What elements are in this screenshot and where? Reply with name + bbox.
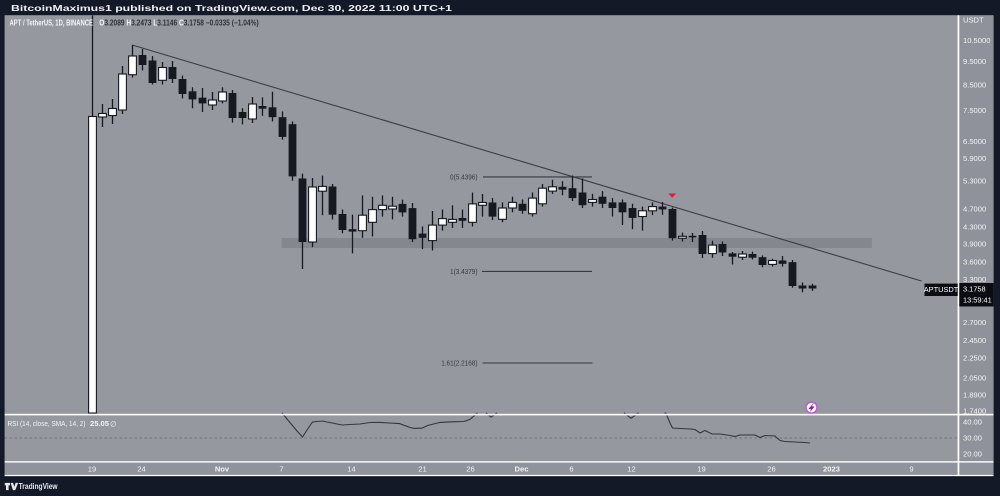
svg-text:3.3000: 3.3000	[963, 275, 986, 284]
svg-text:2.0500: 2.0500	[963, 373, 986, 382]
svg-text:10.5000: 10.5000	[963, 36, 990, 45]
svg-text:1(3.4379): 1(3.4379)	[450, 267, 478, 276]
svg-text:4.3000: 4.3000	[963, 222, 986, 231]
svg-text:19: 19	[697, 464, 705, 473]
svg-text:8.5000: 8.5000	[963, 80, 986, 89]
svg-text:30.00: 30.00	[963, 433, 982, 442]
svg-text:2.4500: 2.4500	[963, 336, 986, 345]
svg-text:0(5.4396): 0(5.4396)	[450, 172, 478, 181]
svg-text:26: 26	[466, 464, 474, 473]
svg-text:25.05: 25.05	[90, 419, 110, 428]
svg-text:7: 7	[279, 464, 283, 473]
svg-text:3.6000: 3.6000	[963, 258, 986, 267]
svg-text:1.61(2.2168): 1.61(2.2168)	[441, 359, 478, 368]
svg-text:20.00: 20.00	[963, 449, 982, 458]
svg-text:24: 24	[137, 464, 145, 473]
svg-text:O3.2089 H3.2473 L3.1146 C3.175: O3.2089 H3.2473 L3.1146 C3.1758 −0.0335 …	[99, 19, 259, 28]
svg-text:21: 21	[418, 464, 426, 473]
svg-text:RSI (14, close, SMA, 14, 2): RSI (14, close, SMA, 14, 2)	[8, 419, 86, 428]
svg-text:14: 14	[347, 464, 355, 473]
svg-text:APTUSDT: APTUSDT	[924, 285, 959, 294]
svg-text:5.9000: 5.9000	[963, 154, 986, 163]
svg-text:2.7000: 2.7000	[963, 318, 986, 327]
svg-text:6.5000: 6.5000	[963, 137, 986, 146]
svg-text:26: 26	[767, 464, 775, 473]
svg-text:19: 19	[88, 464, 96, 473]
svg-text:TradingView: TradingView	[19, 482, 59, 491]
svg-text:Nov: Nov	[215, 464, 230, 473]
svg-text:3.9000: 3.9000	[963, 240, 986, 249]
svg-text:∅: ∅	[110, 419, 117, 428]
svg-text:2.2500: 2.2500	[963, 354, 986, 363]
svg-text:13:59:41: 13:59:41	[963, 296, 992, 305]
svg-text:5.3000: 5.3000	[963, 176, 986, 185]
svg-text:4.7000: 4.7000	[963, 205, 986, 214]
svg-text:2023: 2023	[823, 464, 840, 473]
svg-text:3.1758: 3.1758	[963, 284, 986, 293]
svg-text:12: 12	[627, 464, 635, 473]
svg-text:7.5000: 7.5000	[963, 106, 986, 115]
svg-text:USDT: USDT	[963, 15, 984, 24]
svg-text:9: 9	[909, 464, 913, 473]
svg-text:Dec: Dec	[515, 464, 529, 473]
svg-text:1.7400: 1.7400	[963, 407, 986, 416]
svg-text:9.5000: 9.5000	[963, 57, 986, 66]
svg-text:40.00: 40.00	[963, 417, 982, 426]
svg-text:1.8900: 1.8900	[963, 390, 986, 399]
svg-text:6: 6	[569, 464, 573, 473]
svg-text:APT / TetherUS, 1D, BINANCE: APT / TetherUS, 1D, BINANCE	[10, 19, 94, 28]
svg-text:BitcoinMaximus1 published on T: BitcoinMaximus1 published on TradingView…	[11, 3, 452, 13]
